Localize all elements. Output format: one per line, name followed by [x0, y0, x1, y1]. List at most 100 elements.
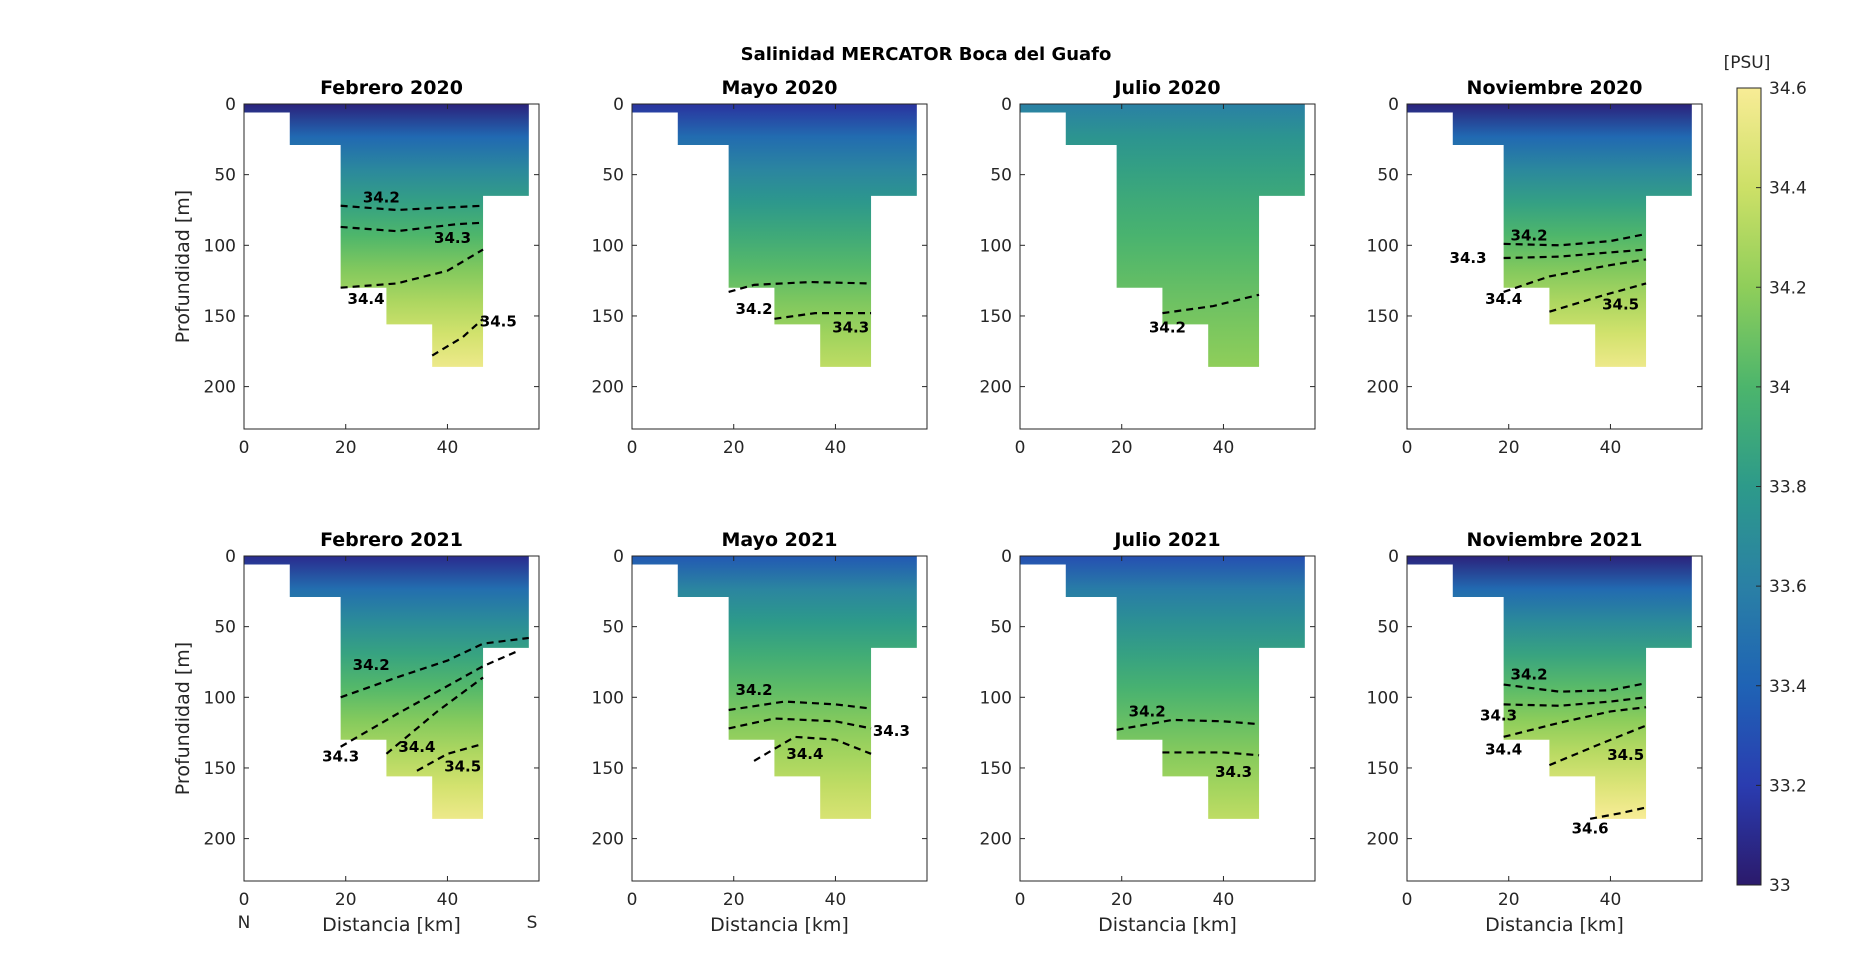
salinity-field [1407, 104, 1692, 367]
y-tick-label: 150 [1367, 759, 1399, 779]
x-tick-label: 40 [1600, 438, 1622, 458]
panel-title: Noviembre 2021 [1467, 529, 1643, 551]
contour-label: 34.4 [786, 745, 823, 763]
x-tick-label: 0 [627, 438, 638, 458]
axes-frame [243, 555, 540, 882]
y-tick-label: 0 [225, 95, 236, 115]
contour-label: 34.2 [1149, 318, 1186, 336]
y-tick-label: 100 [592, 236, 624, 256]
x-tick-label: 20 [1111, 438, 1133, 458]
panel-3: 0 50 100 150 200 0 20 40 Noviembre 2020 34.2 34.3 3… [1367, 77, 1703, 458]
x-tick-label: 40 [1213, 890, 1235, 910]
contour-line [1548, 724, 1647, 767]
salinity-field [244, 104, 529, 367]
x-tick-label: 20 [1111, 890, 1133, 910]
x-tick-label: 40 [1600, 890, 1622, 910]
axes-frame [1019, 103, 1316, 430]
y-tick-label: 150 [204, 307, 236, 327]
contour-line [340, 204, 484, 212]
x-tick-label: 0 [1402, 438, 1413, 458]
contour-label: 34.2 [1511, 226, 1548, 244]
x-tick-label: 0 [627, 890, 638, 910]
x-tick-label: 40 [437, 438, 459, 458]
x-tick-label: 0 [239, 438, 250, 458]
contour-label: 34.2 [736, 681, 773, 699]
contour-line [1116, 718, 1260, 731]
x-tick-label: 0 [1015, 890, 1026, 910]
colorbar-tick-label: 33.2 [1769, 776, 1807, 796]
panel-title: Mayo 2020 [721, 77, 837, 99]
y-tick-label: 200 [1367, 378, 1399, 398]
contour-line [340, 636, 529, 699]
contour-label: 34.4 [1485, 741, 1522, 759]
panel-4: 0 50 100 150 200 0 20 40 Febrero 2021 Profundidad… [172, 529, 540, 936]
x-axis-label: Distancia [km] [1098, 914, 1237, 936]
x-tick-label: 0 [239, 890, 250, 910]
colorbar-tick-label: 33.8 [1769, 478, 1807, 498]
x-tick-label: 40 [437, 890, 459, 910]
x-tick-label: 20 [335, 890, 357, 910]
contour-line [340, 248, 484, 289]
panel-title: Julio 2021 [1112, 529, 1220, 551]
axes-frame [1406, 555, 1703, 882]
salinity-field [244, 556, 529, 819]
contour-line [1589, 806, 1647, 820]
y-tick-label: 150 [592, 759, 624, 779]
contour-label: 34.2 [353, 656, 390, 674]
panel-title: Mayo 2021 [721, 529, 837, 551]
panel-title: Julio 2020 [1112, 77, 1220, 99]
y-tick-label: 100 [980, 236, 1012, 256]
contour-label: 34.3 [873, 722, 910, 740]
panel-5: 0 50 100 150 200 0 20 40 Mayo 2021 Distancia [km]… [592, 529, 928, 936]
contour-label: 34.4 [1485, 290, 1522, 308]
contour-label: 34.5 [480, 313, 517, 331]
x-tick-label: 20 [1498, 890, 1520, 910]
panel-title: Noviembre 2020 [1467, 77, 1643, 99]
x-tick-label: 20 [1498, 438, 1520, 458]
contour-label: 34.3 [832, 318, 869, 336]
colorbar-tick-label: 33.4 [1769, 677, 1807, 697]
contour-line [1162, 293, 1260, 315]
y-tick-label: 50 [214, 166, 236, 186]
y-tick-label: 200 [204, 378, 236, 398]
contour-line [340, 649, 520, 748]
y-tick-label: 100 [204, 236, 236, 256]
contour-line [1503, 696, 1647, 707]
y-tick-label: 50 [602, 618, 624, 638]
panel-title: Febrero 2021 [320, 529, 463, 551]
x-axis-label: Distancia [km] [322, 914, 461, 936]
y-tick-label: 150 [980, 307, 1012, 327]
colorbar-tick-label: 33 [1769, 876, 1791, 896]
y-tick-label: 100 [1367, 688, 1399, 708]
salinity-field [1407, 556, 1692, 819]
colorbar-tick-label: 34 [1769, 378, 1791, 398]
contour-label: 34.4 [398, 738, 435, 756]
contour-label: 34.3 [434, 229, 471, 247]
y-tick-label: 50 [602, 166, 624, 186]
contour-label: 34.4 [348, 290, 385, 308]
contour-label: 34.5 [1607, 746, 1644, 764]
contour-line [1503, 248, 1647, 260]
contour-label: 34.3 [1215, 763, 1252, 781]
x-tick-label: 0 [1402, 890, 1413, 910]
colorbar-tick-label: 34.2 [1769, 278, 1807, 298]
y-tick-label: 200 [204, 830, 236, 850]
colorbar-unit-label: [PSU] [1724, 53, 1771, 73]
y-axis-label: Profundidad [m] [172, 190, 194, 343]
panel-0: 0 50 100 150 200 0 20 40 Febrero 2020 Profundidad… [172, 77, 540, 458]
x-axis-label: Distancia [km] [710, 914, 849, 936]
y-tick-label: 100 [1367, 236, 1399, 256]
south-label: S [527, 913, 538, 933]
contour-line [340, 221, 484, 233]
colorbar-tick-label: 34.4 [1769, 179, 1807, 199]
contour-label: 34.3 [1480, 707, 1517, 725]
y-tick-label: 200 [980, 378, 1012, 398]
panel-7: 0 50 100 150 200 0 20 40 Noviembre 2021 Distancia… [1367, 529, 1703, 936]
contour-label: 34.5 [444, 758, 481, 776]
y-tick-label: 0 [225, 547, 236, 567]
y-tick-label: 150 [592, 307, 624, 327]
panel-2: 0 50 100 150 200 0 20 40 Julio 2020 34.2 [980, 77, 1316, 458]
y-tick-label: 100 [980, 688, 1012, 708]
axes-frame [1019, 555, 1316, 882]
